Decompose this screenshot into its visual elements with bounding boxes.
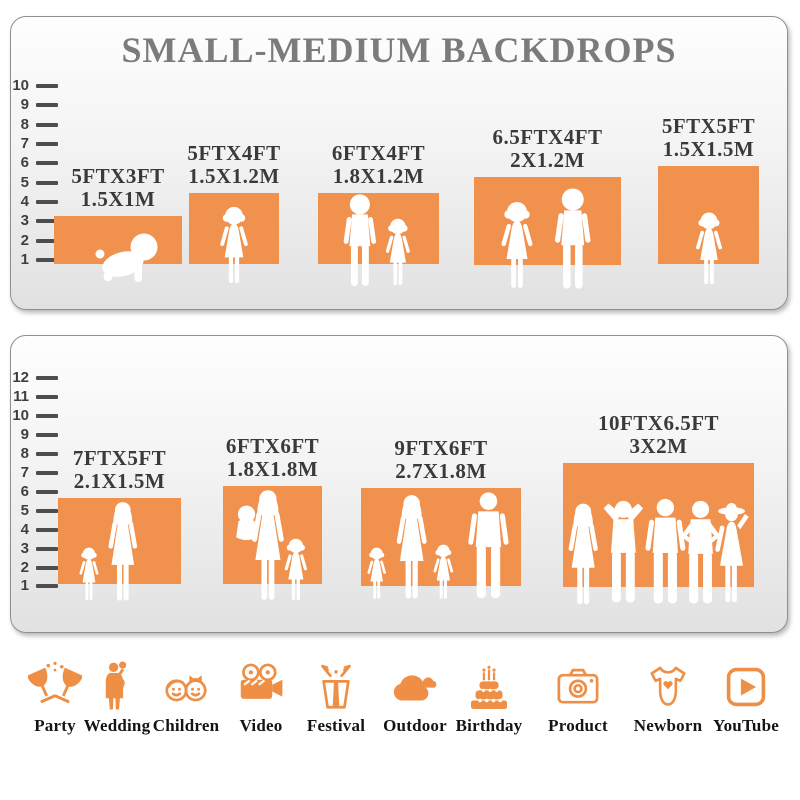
- backdrop-6x4: 6FTX4FT 1.8X1.2M: [318, 141, 439, 286]
- tick-icon: [36, 470, 58, 476]
- backdrop-size-label: 5FTX4FT 1.5X1.2M: [187, 140, 281, 188]
- ruler-mark: 10: [1, 407, 73, 425]
- ruler-mark: 2: [1, 559, 73, 577]
- ruler-mark: 4: [1, 193, 73, 211]
- ruler-mark: 8: [1, 445, 73, 463]
- category-birthday: Birthday: [449, 660, 529, 736]
- backdrop-5x3: 5FTX3FT 1.5X1M: [54, 164, 182, 283]
- tick-icon: [36, 451, 58, 457]
- outdoor-icon: [393, 675, 437, 701]
- tick-icon: [36, 141, 58, 147]
- youtube-icon: [726, 667, 766, 707]
- crawling-baby-silhouette: [95, 233, 158, 283]
- ruler-mark: 1: [1, 577, 73, 595]
- tick-icon: [36, 527, 58, 533]
- medium-large-panel: 12 11 10 9 8 7 6 5 4 3 2 1 7FTX5FT 2.1X1…: [10, 335, 788, 633]
- boy-and-girl-silhouette: [342, 194, 410, 286]
- group-of-adults-silhouette: [567, 498, 749, 605]
- ruler-mark: 9: [1, 426, 73, 444]
- backdrop-6p5x4: 6.5FTX4FT 2X1.2M: [474, 125, 621, 289]
- ruler-mark: 9: [1, 96, 73, 114]
- tick-icon: [36, 122, 58, 128]
- party-icon: [28, 661, 82, 704]
- ruler-mark: 11: [1, 388, 73, 406]
- family-silhouette: [367, 492, 509, 599]
- category-wedding: Wedding: [77, 660, 157, 736]
- ruler-mark: 5: [1, 502, 73, 520]
- backdrop-size-label: 6FTX6FT 1.8X1.8M: [225, 433, 320, 481]
- ruler-mark: 7: [1, 464, 73, 482]
- tick-icon: [36, 180, 58, 186]
- toddler-girl-silhouette: [695, 212, 722, 285]
- tick-icon: [36, 394, 58, 400]
- category-children: Children: [146, 660, 226, 736]
- tick-icon: [36, 375, 58, 381]
- festival-icon: [321, 664, 351, 709]
- ruler-mark: 7: [1, 135, 73, 153]
- birthday-icon: [471, 665, 507, 709]
- tick-icon: [36, 199, 58, 205]
- tick-icon: [36, 508, 58, 514]
- tick-icon: [36, 546, 58, 552]
- tick-icon: [36, 102, 58, 108]
- girl-and-boy-silhouette: [500, 188, 591, 289]
- backdrop-size-label: 7FTX5FT 2.1X1.5M: [72, 445, 167, 493]
- backdrop-6x6: 6FTX6FT 1.8X1.8M: [223, 434, 322, 601]
- tick-icon: [36, 257, 58, 263]
- wedding-icon: [105, 661, 127, 710]
- backdrop-size-label: 6FTX4FT 1.8X1.2M: [331, 140, 426, 188]
- backdrop-size-label: 6.5FTX4FT 2X1.2M: [492, 124, 603, 172]
- product-icon: [557, 668, 599, 704]
- small-medium-panel: SMALL-MEDIUM BACKDROPS 10 9 8 7 6 5 4 3 …: [10, 16, 788, 310]
- ruler-mark: 4: [1, 521, 73, 539]
- tick-icon: [36, 583, 58, 589]
- children-icon: [165, 675, 207, 702]
- tick-icon: [36, 218, 58, 224]
- category-newborn: Newborn: [628, 660, 708, 736]
- video-icon: [240, 663, 283, 699]
- tick-icon: [36, 160, 58, 166]
- ruler-mark: 3: [1, 212, 73, 230]
- category-video: Video: [221, 660, 301, 736]
- backdrop-size-label: 5FTX5FT 1.5X1.5M: [661, 113, 756, 161]
- ruler-mark: 2: [1, 232, 73, 250]
- ruler-mark: 1: [1, 251, 73, 269]
- backdrop-5x4: 5FTX4FT 1.5X1.2M: [187, 141, 280, 284]
- page-title: SMALL-MEDIUM BACKDROPS: [121, 30, 677, 70]
- category-party: Party: [15, 660, 95, 736]
- ruler-mark: 6: [1, 154, 73, 172]
- ruler-mark: 5: [1, 174, 73, 192]
- backdrop-canvas: [474, 177, 621, 265]
- toddler-girl-silhouette: [219, 206, 249, 284]
- backdrop-canvas: [318, 193, 439, 264]
- backdrop-size-label: 5FTX3FT 1.5X1M: [71, 163, 165, 211]
- ruler-mark: 10: [1, 77, 73, 95]
- tick-icon: [36, 238, 58, 244]
- backdrop-size-label: 10FTX6.5FT 3X2M: [597, 410, 720, 458]
- mother-and-child-silhouette: [78, 502, 137, 601]
- backdrop-size-label: 9FTX6FT 2.7X1.8M: [394, 435, 488, 483]
- newborn-icon: [650, 666, 686, 706]
- backdrop-9x6: 9FTX6FT 2.7X1.8M: [361, 436, 521, 599]
- category-product: Product: [538, 660, 618, 736]
- backdrop-10x6p5: 10FTX6.5FT 3X2M: [563, 411, 754, 605]
- category-festival: Festival: [296, 660, 376, 736]
- category-youtube: YouTube: [706, 660, 786, 736]
- backdrop-5x5: 5FTX5FT 1.5X1.5M: [658, 114, 759, 285]
- ruler-mark: 3: [1, 540, 73, 558]
- category-outdoor: Outdoor: [375, 660, 455, 736]
- ruler-mark: 8: [1, 116, 73, 134]
- tick-icon: [36, 413, 58, 419]
- mother-carrying-baby-silhouette: [235, 490, 307, 601]
- tick-icon: [36, 489, 58, 495]
- tick-icon: [36, 83, 58, 89]
- tick-icon: [36, 565, 58, 571]
- ruler-mark: 6: [1, 483, 73, 501]
- ruler-mark: 12: [1, 369, 73, 387]
- tick-icon: [36, 432, 58, 438]
- backdrop-7x5: 7FTX5FT 2.1X1.5M: [58, 446, 181, 601]
